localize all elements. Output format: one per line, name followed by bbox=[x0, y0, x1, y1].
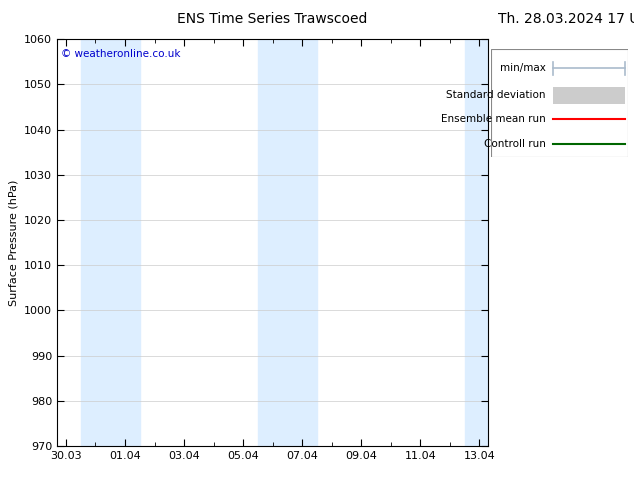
Y-axis label: Surface Pressure (hPa): Surface Pressure (hPa) bbox=[8, 179, 18, 306]
Text: ENS Time Series Trawscoed: ENS Time Series Trawscoed bbox=[178, 12, 368, 26]
Text: © weatheronline.co.uk: © weatheronline.co.uk bbox=[61, 49, 181, 59]
Bar bbox=[465, 39, 488, 446]
Text: Controll run: Controll run bbox=[484, 139, 546, 149]
Text: Th. 28.03.2024 17 UTC: Th. 28.03.2024 17 UTC bbox=[498, 12, 634, 26]
Bar bbox=[553, 87, 625, 104]
FancyBboxPatch shape bbox=[491, 49, 628, 157]
Text: min/max: min/max bbox=[500, 63, 546, 74]
Text: Standard deviation: Standard deviation bbox=[446, 90, 546, 100]
Bar bbox=[81, 39, 139, 446]
Text: Ensemble mean run: Ensemble mean run bbox=[441, 114, 546, 124]
Bar bbox=[258, 39, 317, 446]
